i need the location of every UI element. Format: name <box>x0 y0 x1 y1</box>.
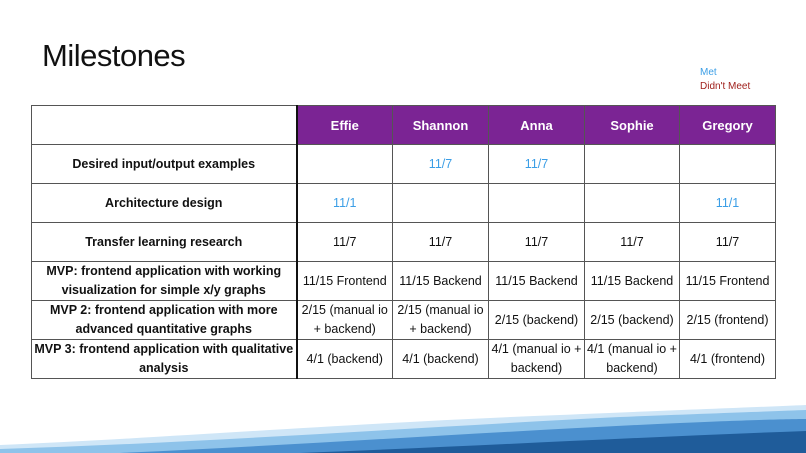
milestone-cell: 11/7 <box>584 222 680 262</box>
milestone-cell: 4/1 (backend) <box>296 339 393 379</box>
table-header-row: Effie Shannon Anna Sophie Gregory <box>31 105 776 145</box>
table-row: MVP 2: frontend application with more ad… <box>31 300 776 340</box>
table-row: MVP 3: frontend application with qualita… <box>31 339 776 379</box>
milestone-cell <box>679 144 776 184</box>
row-label: MVP 3: frontend application with qualita… <box>31 339 298 379</box>
milestone-cell: 11/7 <box>679 222 776 262</box>
table-corner-cell <box>31 105 298 145</box>
row-label: Architecture design <box>31 183 298 223</box>
milestone-cell <box>584 183 680 223</box>
milestone-cell: 11/7 <box>488 222 585 262</box>
table-row: Architecture design 11/1 11/1 <box>31 183 776 223</box>
milestone-cell: 4/1 (manual io + backend) <box>488 339 585 379</box>
milestone-cell: 11/1 <box>679 183 776 223</box>
milestone-cell <box>584 144 680 184</box>
legend-met: Met <box>700 67 717 78</box>
row-label: Transfer learning research <box>31 222 298 262</box>
milestone-cell: 11/7 <box>488 144 585 184</box>
column-header: Gregory <box>679 105 776 145</box>
milestone-cell: 4/1 (manual io + backend) <box>584 339 680 379</box>
milestone-cell: 11/1 <box>296 183 393 223</box>
milestone-cell: 11/7 <box>296 222 393 262</box>
milestone-cell <box>296 144 393 184</box>
milestone-cell: 4/1 (frontend) <box>679 339 776 379</box>
milestone-cell: 2/15 (backend) <box>584 300 680 340</box>
row-label: MVP: frontend application with working v… <box>31 261 298 301</box>
milestone-cell: 2/15 (frontend) <box>679 300 776 340</box>
milestone-cell: 11/15 Backend <box>584 261 680 301</box>
row-label: MVP 2: frontend application with more ad… <box>31 300 298 340</box>
milestone-cell: 2/15 (manual io + backend) <box>392 300 489 340</box>
column-header: Effie <box>296 105 393 145</box>
milestone-cell: 2/15 (manual io + backend) <box>296 300 393 340</box>
milestone-cell: 11/15 Backend <box>392 261 489 301</box>
decorative-waves <box>0 405 806 453</box>
milestone-cell <box>392 183 489 223</box>
milestone-cell <box>488 183 585 223</box>
milestone-cell: 11/7 <box>392 222 489 262</box>
table-row: Transfer learning research 11/7 11/7 11/7 11… <box>31 222 776 262</box>
milestone-cell: 11/15 Backend <box>488 261 585 301</box>
table-row: MVP: frontend application with working v… <box>31 261 776 301</box>
milestones-table: Effie Shannon Anna Sophie Gregory Desire… <box>31 105 776 379</box>
milestone-cell: 4/1 (backend) <box>392 339 489 379</box>
table-row: Desired input/output examples 11/7 11/7 <box>31 144 776 184</box>
milestone-cell: 11/15 Frontend <box>296 261 393 301</box>
legend: Met Didn't Meet <box>700 66 750 94</box>
row-label: Desired input/output examples <box>31 144 298 184</box>
column-header: Anna <box>488 105 585 145</box>
column-header: Sophie <box>584 105 680 145</box>
column-header: Shannon <box>392 105 489 145</box>
milestone-cell: 2/15 (backend) <box>488 300 585 340</box>
milestone-cell: 11/7 <box>392 144 489 184</box>
legend-not-met: Didn't Meet <box>700 81 751 92</box>
milestone-cell: 11/15 Frontend <box>679 261 776 301</box>
slide-title: Milestones <box>42 38 186 73</box>
